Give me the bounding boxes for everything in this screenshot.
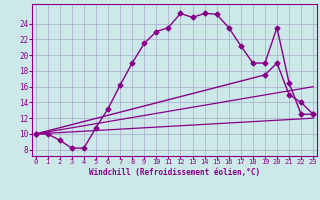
X-axis label: Windchill (Refroidissement éolien,°C): Windchill (Refroidissement éolien,°C) <box>89 168 260 177</box>
